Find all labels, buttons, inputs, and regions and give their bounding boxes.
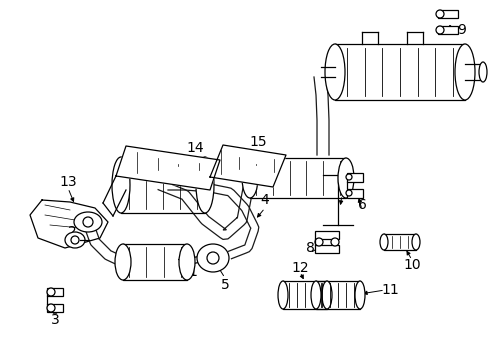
Text: 1: 1 (188, 265, 197, 279)
Ellipse shape (47, 288, 55, 296)
Ellipse shape (74, 212, 102, 232)
Polygon shape (334, 44, 464, 100)
Text: 12: 12 (290, 261, 308, 275)
Ellipse shape (337, 158, 353, 198)
Text: 4: 4 (260, 193, 269, 207)
Ellipse shape (242, 158, 258, 198)
Ellipse shape (346, 190, 351, 196)
Ellipse shape (354, 281, 364, 309)
Polygon shape (249, 158, 346, 198)
Bar (437, 26, 457, 34)
Text: 3: 3 (51, 313, 59, 327)
Polygon shape (116, 146, 220, 190)
Text: 13: 13 (59, 175, 77, 189)
Bar (346, 189, 362, 198)
Text: 9: 9 (457, 23, 466, 37)
Ellipse shape (179, 244, 195, 280)
Ellipse shape (435, 10, 443, 18)
Ellipse shape (83, 217, 93, 227)
Ellipse shape (454, 44, 474, 100)
Text: 14: 14 (186, 141, 203, 155)
Text: 8: 8 (305, 241, 314, 255)
Ellipse shape (346, 174, 351, 180)
Ellipse shape (115, 244, 131, 280)
Ellipse shape (330, 238, 338, 246)
Text: 11: 11 (380, 283, 398, 297)
Text: 10: 10 (403, 258, 420, 272)
Text: 6: 6 (357, 198, 366, 212)
Ellipse shape (325, 44, 345, 100)
Ellipse shape (71, 236, 79, 244)
Bar (47, 304, 63, 312)
Ellipse shape (314, 238, 323, 246)
Ellipse shape (47, 304, 55, 312)
Bar (314, 245, 338, 253)
Ellipse shape (478, 62, 486, 82)
Ellipse shape (310, 281, 320, 309)
Polygon shape (30, 200, 108, 248)
Text: 15: 15 (249, 135, 266, 149)
Polygon shape (383, 234, 415, 250)
Text: 5: 5 (220, 278, 229, 292)
Polygon shape (123, 244, 186, 280)
Ellipse shape (411, 234, 419, 250)
Polygon shape (209, 145, 285, 187)
Ellipse shape (278, 281, 287, 309)
Ellipse shape (206, 252, 219, 264)
Ellipse shape (65, 232, 85, 248)
Polygon shape (315, 281, 359, 309)
Bar (437, 10, 457, 18)
Polygon shape (283, 281, 326, 309)
Ellipse shape (379, 234, 387, 250)
Polygon shape (121, 157, 204, 213)
Bar (346, 172, 362, 181)
Text: 2: 2 (67, 225, 76, 239)
Ellipse shape (435, 26, 443, 34)
Text: 7: 7 (337, 181, 346, 195)
Bar (314, 231, 338, 239)
Ellipse shape (112, 157, 130, 213)
Ellipse shape (321, 281, 331, 309)
Ellipse shape (196, 157, 214, 213)
Ellipse shape (197, 244, 228, 272)
Bar (47, 288, 63, 296)
